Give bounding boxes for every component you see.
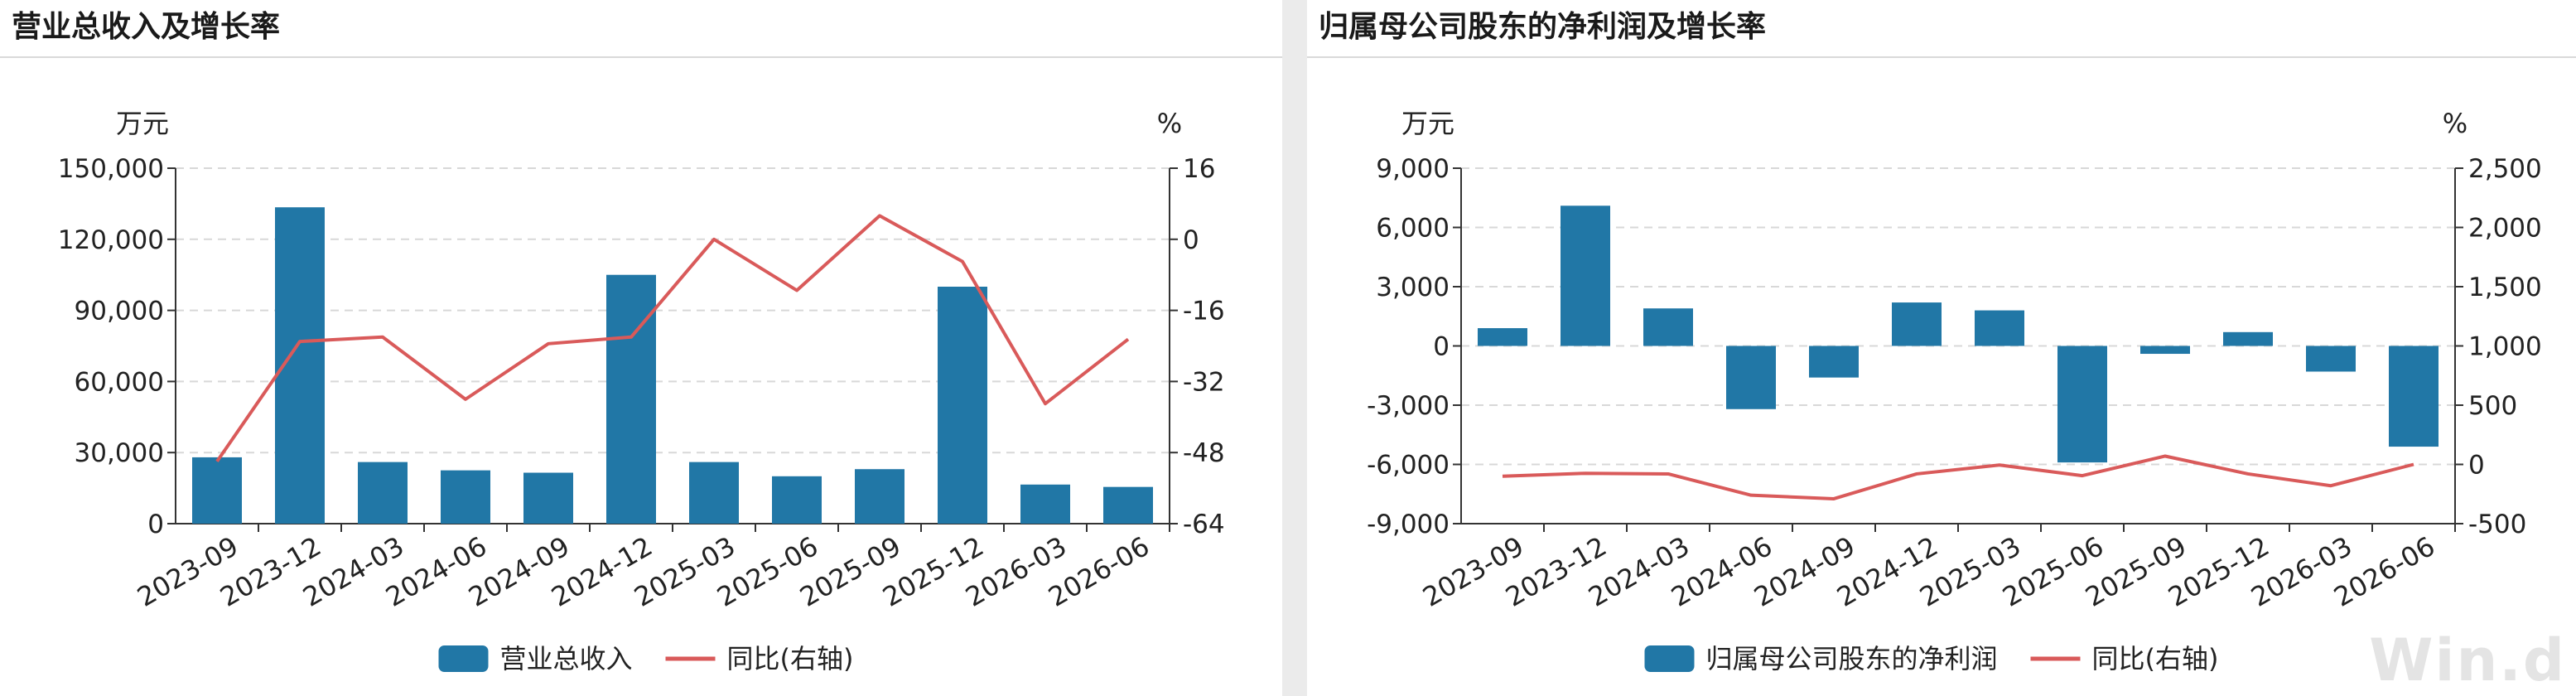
- y-unit-right: %: [1157, 108, 1182, 139]
- y-tick-label-left: 90,000: [75, 297, 164, 326]
- legend-label-line: 同比(右轴): [727, 643, 854, 674]
- bar: [1561, 205, 1610, 346]
- y-tick-label-left: -9,000: [1367, 510, 1450, 539]
- bar: [1892, 302, 1942, 346]
- y-tick-label-left: 9,000: [1376, 154, 1450, 184]
- bar: [606, 274, 656, 524]
- bar: [772, 476, 822, 524]
- bar: [1975, 310, 2024, 346]
- bar: [2306, 346, 2356, 372]
- chart-title: 营业总收入及增长率: [12, 10, 281, 44]
- legend-swatch-bar: [1644, 645, 1695, 672]
- title-divider: [1307, 56, 2576, 58]
- net-profit-chart: -9,000 -6,000 -3,000 0 3,000 6,000 9,000 -500 0 5…: [1367, 108, 2542, 674]
- bar: [1020, 484, 1070, 524]
- bar: [1478, 328, 1527, 346]
- bar: [1809, 346, 1859, 378]
- legend-swatch-bar: [438, 645, 489, 672]
- y-tick-label-right: 0: [1183, 225, 1199, 255]
- bar: [689, 462, 739, 524]
- bar: [2140, 346, 2190, 355]
- legend-label-line: 同比(右轴): [2092, 643, 2219, 674]
- y-tick-label-left: 30,000: [75, 438, 164, 468]
- net-profit-panel: 归属母公司股东的净利润及增长率 -9,000 -6,000 -3,000 0 3,000…: [1307, 0, 2576, 696]
- bar: [358, 462, 408, 524]
- bar: [192, 457, 242, 524]
- bar: [1726, 346, 1776, 409]
- y-tick-label-right: -64: [1183, 510, 1225, 539]
- y-tick-label-left: -6,000: [1367, 451, 1450, 481]
- bar: [1643, 308, 1693, 346]
- y-tick-label-right: -500: [2468, 510, 2526, 539]
- y-tick-label-right: 1,000: [2468, 332, 2542, 362]
- y-tick-label-left: 150,000: [58, 154, 164, 184]
- yoy-line: [1502, 454, 2414, 500]
- revenue-chart: 0 30,000 60,000 90,000 120,000 150,000 -64 -48 -…: [58, 108, 1225, 674]
- y-tick-label-left: 3,000: [1376, 273, 1450, 302]
- yoy-line: [215, 214, 1130, 463]
- y-tick-label-right: 500: [2468, 391, 2517, 421]
- y-tick-label-right: 2,000: [2468, 214, 2542, 244]
- bar: [938, 287, 987, 524]
- bar: [1103, 486, 1153, 524]
- y-tick-label-right: 2,500: [2468, 154, 2542, 184]
- y-tick-label-right: -32: [1183, 367, 1225, 397]
- y-tick-label-left: -3,000: [1367, 391, 1450, 421]
- watermark-logo: Win.d: [2369, 626, 2566, 694]
- title-divider: [0, 56, 1282, 58]
- y-tick-label-left: 120,000: [58, 225, 164, 255]
- y-tick-label-right: 1,500: [2468, 273, 2542, 302]
- chart-title: 归属母公司股东的净利润及增长率: [1319, 10, 1767, 44]
- bar: [2223, 331, 2273, 346]
- legend-label-bar: 营业总收入: [500, 643, 633, 674]
- bar: [523, 472, 573, 524]
- y-unit-left: 万元: [116, 108, 169, 139]
- y-tick-label-left: 6,000: [1376, 214, 1450, 244]
- bar: [2389, 346, 2439, 447]
- y-tick-label-right: 0: [2468, 451, 2485, 481]
- y-tick-label-right: -48: [1183, 438, 1225, 468]
- y-unit-right: %: [2443, 108, 2467, 139]
- bar: [2057, 346, 2107, 463]
- legend-label-bar: 归属母公司股东的净利润: [1706, 643, 1998, 674]
- y-tick-label-right: -16: [1183, 297, 1225, 326]
- y-tick-label-right: 16: [1183, 154, 1215, 184]
- bar: [441, 470, 490, 524]
- y-tick-label-left: 0: [147, 510, 164, 539]
- panel-separator: [1282, 0, 1307, 696]
- bar: [855, 469, 904, 524]
- revenue-panel: 营业总收入及增长率 0 30,000 60,000 90,000 120,000 150,…: [0, 0, 1282, 696]
- y-unit-left: 万元: [1401, 108, 1454, 139]
- y-tick-label-left: 60,000: [75, 367, 164, 397]
- y-tick-label-left: 0: [1433, 332, 1450, 362]
